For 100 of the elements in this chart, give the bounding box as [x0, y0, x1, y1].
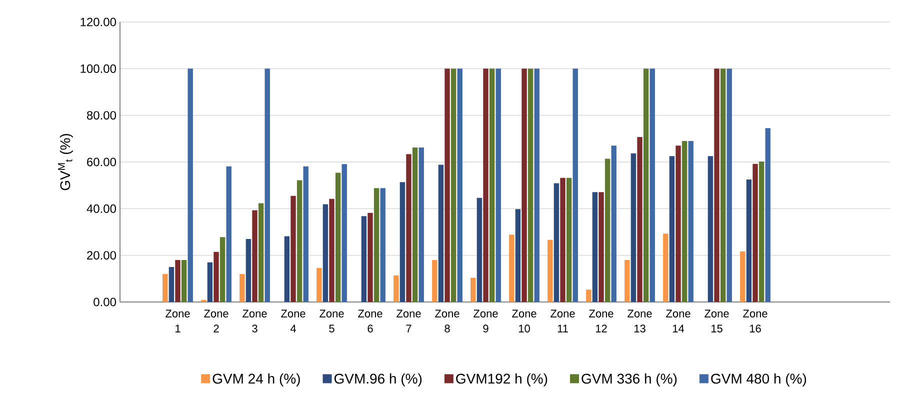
x-tick-label: Zone 13	[628, 310, 652, 332]
bar	[515, 209, 521, 302]
bar	[214, 252, 219, 302]
bar	[566, 178, 572, 302]
x-tick-label: Zone 1	[166, 310, 190, 332]
bar	[450, 68, 456, 302]
bar	[181, 260, 187, 302]
bar	[489, 68, 495, 302]
bar	[669, 156, 675, 302]
bar	[264, 68, 270, 302]
bar	[643, 68, 649, 302]
bar	[432, 260, 438, 302]
bar	[329, 198, 334, 302]
bar	[368, 212, 373, 302]
y-tick-label: 0.00	[94, 298, 116, 306]
bar	[394, 275, 399, 302]
legend-label: GVM 24 h (%)	[212, 373, 300, 386]
x-tick-label: Zone 2	[204, 310, 228, 332]
bar	[296, 180, 302, 302]
bar	[630, 153, 636, 302]
bar	[548, 240, 553, 302]
y-tick-label: 20.00	[87, 251, 116, 260]
bar	[650, 68, 655, 302]
legend-label: GVM.96 h (%)	[334, 373, 422, 386]
bar	[444, 68, 450, 302]
bar	[400, 182, 406, 302]
bar	[476, 198, 482, 302]
y-tick-label: 60.00	[87, 158, 116, 166]
bar	[682, 141, 688, 302]
bar	[220, 237, 226, 302]
y-tick-label: 40.00	[86, 204, 116, 213]
bar	[611, 146, 616, 302]
bar	[746, 180, 752, 302]
bar	[740, 251, 746, 302]
x-tick-label: Zone 16	[743, 310, 768, 332]
y-axis-title: GV$^{M}$$_{t}$ (%)	[58, 134, 73, 190]
bar	[708, 156, 714, 302]
bar	[509, 234, 514, 302]
legend-label: GVM 480 h (%)	[711, 373, 806, 386]
bar	[522, 68, 527, 302]
legend-label: GVM 336 h (%)	[582, 373, 677, 386]
y-tick-label: 80.00	[86, 111, 116, 120]
bar	[496, 68, 501, 302]
bar	[598, 192, 604, 302]
legend-label: GVM192 h (%)	[456, 373, 548, 386]
bar	[207, 262, 213, 302]
bar	[534, 68, 540, 302]
x-tick-label: Zone 8	[435, 310, 460, 332]
bar	[412, 148, 418, 302]
bar	[438, 164, 444, 302]
y-tick-label: 120.00	[80, 18, 116, 26]
x-tick-label: Zone 5	[320, 310, 344, 332]
bar	[528, 68, 534, 302]
x-tick-label: Zone 3	[242, 310, 267, 332]
bar	[586, 290, 592, 302]
x-tick-label: Zone 11	[550, 310, 575, 332]
bar	[470, 278, 476, 302]
bar	[765, 128, 770, 302]
bar	[592, 192, 598, 302]
bar	[457, 68, 462, 302]
bar	[374, 188, 380, 302]
bar	[246, 239, 252, 302]
bar	[303, 166, 308, 302]
bar	[554, 183, 560, 302]
bar	[335, 172, 341, 302]
bar	[252, 210, 258, 302]
x-tick-label: Zone 15	[704, 310, 729, 332]
bar	[316, 268, 322, 302]
bar	[240, 274, 245, 302]
bar	[361, 216, 367, 302]
y-tick-label: 100.00	[80, 64, 116, 73]
bar	[624, 260, 630, 302]
bar	[168, 267, 174, 302]
bar	[406, 154, 412, 302]
bar	[290, 196, 296, 302]
bar	[572, 68, 578, 302]
bar	[188, 68, 193, 302]
bar	[720, 68, 726, 302]
bar	[284, 236, 290, 302]
bar	[663, 234, 668, 302]
bar	[258, 203, 264, 302]
bar	[637, 137, 642, 302]
x-tick-label: Zone 14	[666, 310, 690, 332]
x-tick-label: Zone 6	[358, 310, 382, 332]
bar	[714, 68, 720, 302]
bar	[322, 204, 328, 302]
bar	[726, 68, 732, 302]
bar	[752, 164, 758, 302]
bar	[758, 162, 764, 302]
bar	[688, 141, 694, 302]
bar	[604, 158, 610, 302]
bar	[175, 260, 180, 302]
bar	[342, 164, 347, 302]
bar	[380, 188, 386, 302]
x-tick-label: Zone 10	[512, 310, 536, 332]
bar	[162, 274, 168, 302]
bar	[483, 68, 488, 302]
bar	[560, 178, 566, 302]
bar	[418, 148, 424, 302]
x-tick-label: Zone 4	[281, 310, 306, 332]
